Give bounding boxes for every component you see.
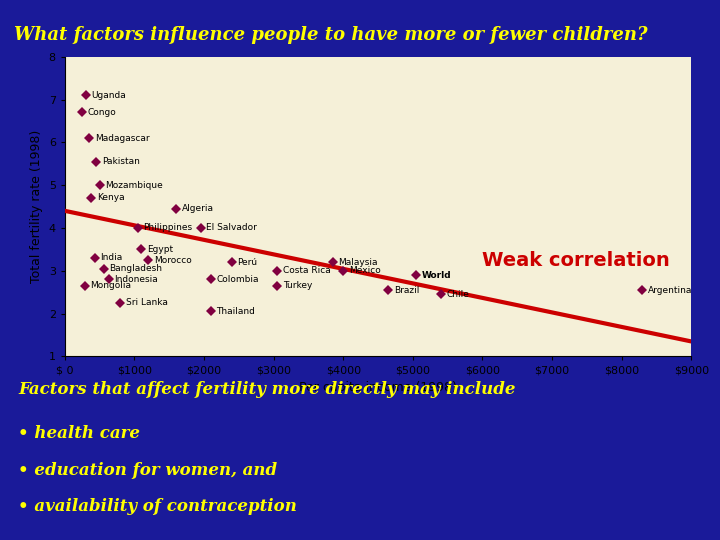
Text: Congo: Congo [88,108,117,117]
Text: Costa Rica: Costa Rica [283,266,330,275]
Text: Kenya: Kenya [96,193,125,202]
Text: • education for women, and: • education for women, and [18,462,277,479]
Text: • health care: • health care [18,425,140,442]
Text: Weak correlation: Weak correlation [482,251,670,269]
Text: Morocco: Morocco [154,255,192,265]
Text: Mozambique: Mozambique [105,181,163,190]
X-axis label: Per capita income (1998): Per capita income (1998) [299,381,457,394]
Text: El Salvador: El Salvador [206,224,257,232]
Text: India: India [100,253,122,262]
Text: What factors influence people to have more or fewer children?: What factors influence people to have mo… [14,26,648,44]
Text: Colombia: Colombia [217,275,259,284]
Text: Sri Lanka: Sri Lanka [126,299,168,307]
Text: Pakistan: Pakistan [102,157,140,166]
Text: Madagascar: Madagascar [95,133,149,143]
Text: Brazil: Brazil [394,286,419,294]
Text: Algeria: Algeria [181,204,214,213]
Text: Indonesia: Indonesia [114,275,158,284]
Text: Thailand: Thailand [217,307,256,316]
Text: • availability of contraception: • availability of contraception [18,498,297,516]
Y-axis label: Total fertility rate (1998): Total fertility rate (1998) [30,130,43,283]
Text: Mexico: Mexico [348,266,380,275]
Text: Chile: Chile [446,290,469,299]
Text: Philippines: Philippines [143,224,192,232]
Text: Factors that affect fertility more directly may include: Factors that affect fertility more direc… [18,381,516,398]
Text: Bangladesh: Bangladesh [109,264,162,273]
Text: World: World [422,271,451,280]
Text: Turkey: Turkey [283,281,312,291]
Text: Perú: Perú [238,258,258,267]
Text: Uganda: Uganda [91,91,126,100]
Text: Argentina: Argentina [648,286,693,294]
Text: Egypt: Egypt [147,245,173,254]
Text: Mongolia: Mongolia [91,281,132,291]
Text: Malaysia: Malaysia [338,258,378,267]
